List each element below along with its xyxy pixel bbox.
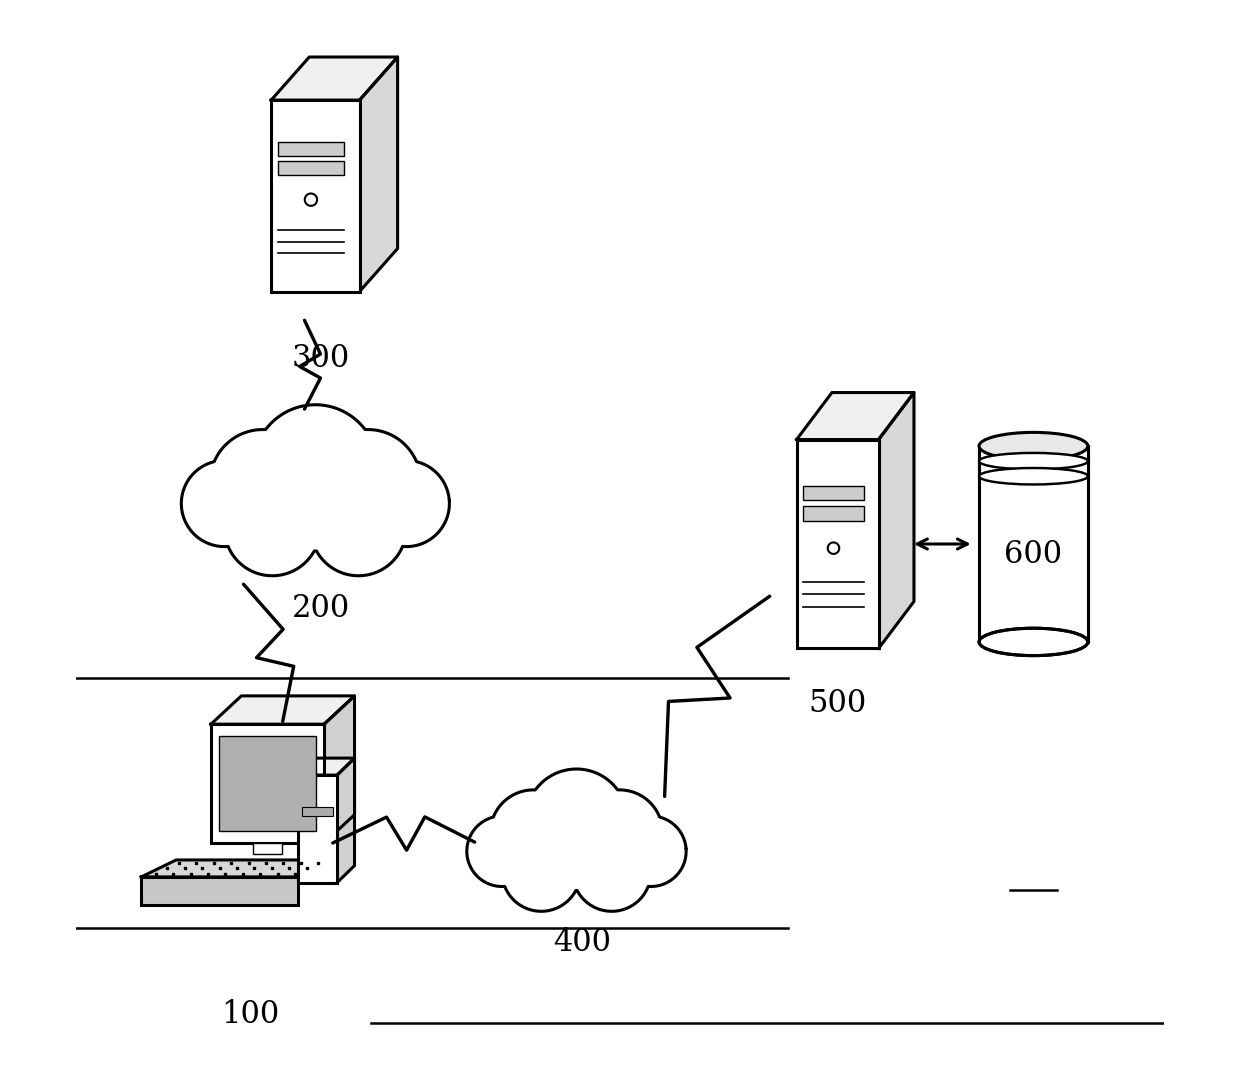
- Ellipse shape: [980, 628, 1087, 656]
- Bar: [218, 737, 316, 831]
- Bar: [278, 143, 343, 156]
- Ellipse shape: [980, 468, 1087, 484]
- Bar: [141, 877, 298, 905]
- Text: 100: 100: [221, 999, 279, 1029]
- Ellipse shape: [980, 432, 1087, 460]
- Text: 500: 500: [808, 688, 867, 718]
- Polygon shape: [272, 57, 398, 100]
- Polygon shape: [337, 758, 355, 882]
- Polygon shape: [796, 393, 914, 440]
- Bar: [301, 807, 334, 816]
- Polygon shape: [466, 769, 686, 912]
- Text: 600: 600: [1004, 540, 1063, 570]
- Ellipse shape: [980, 453, 1087, 469]
- Bar: [980, 446, 1087, 642]
- Polygon shape: [181, 405, 449, 576]
- Bar: [298, 775, 337, 882]
- Text: 400: 400: [553, 927, 611, 957]
- Text: 300: 300: [291, 343, 350, 373]
- Polygon shape: [141, 860, 332, 877]
- Bar: [211, 725, 324, 843]
- Polygon shape: [324, 696, 355, 843]
- Polygon shape: [298, 758, 355, 775]
- Bar: [804, 485, 864, 500]
- Text: 200: 200: [291, 593, 350, 623]
- Bar: [796, 440, 879, 648]
- Polygon shape: [211, 696, 355, 725]
- Bar: [272, 100, 360, 292]
- Bar: [253, 843, 281, 854]
- Polygon shape: [879, 393, 914, 648]
- Polygon shape: [360, 57, 398, 292]
- Bar: [278, 161, 343, 175]
- Bar: [804, 506, 864, 521]
